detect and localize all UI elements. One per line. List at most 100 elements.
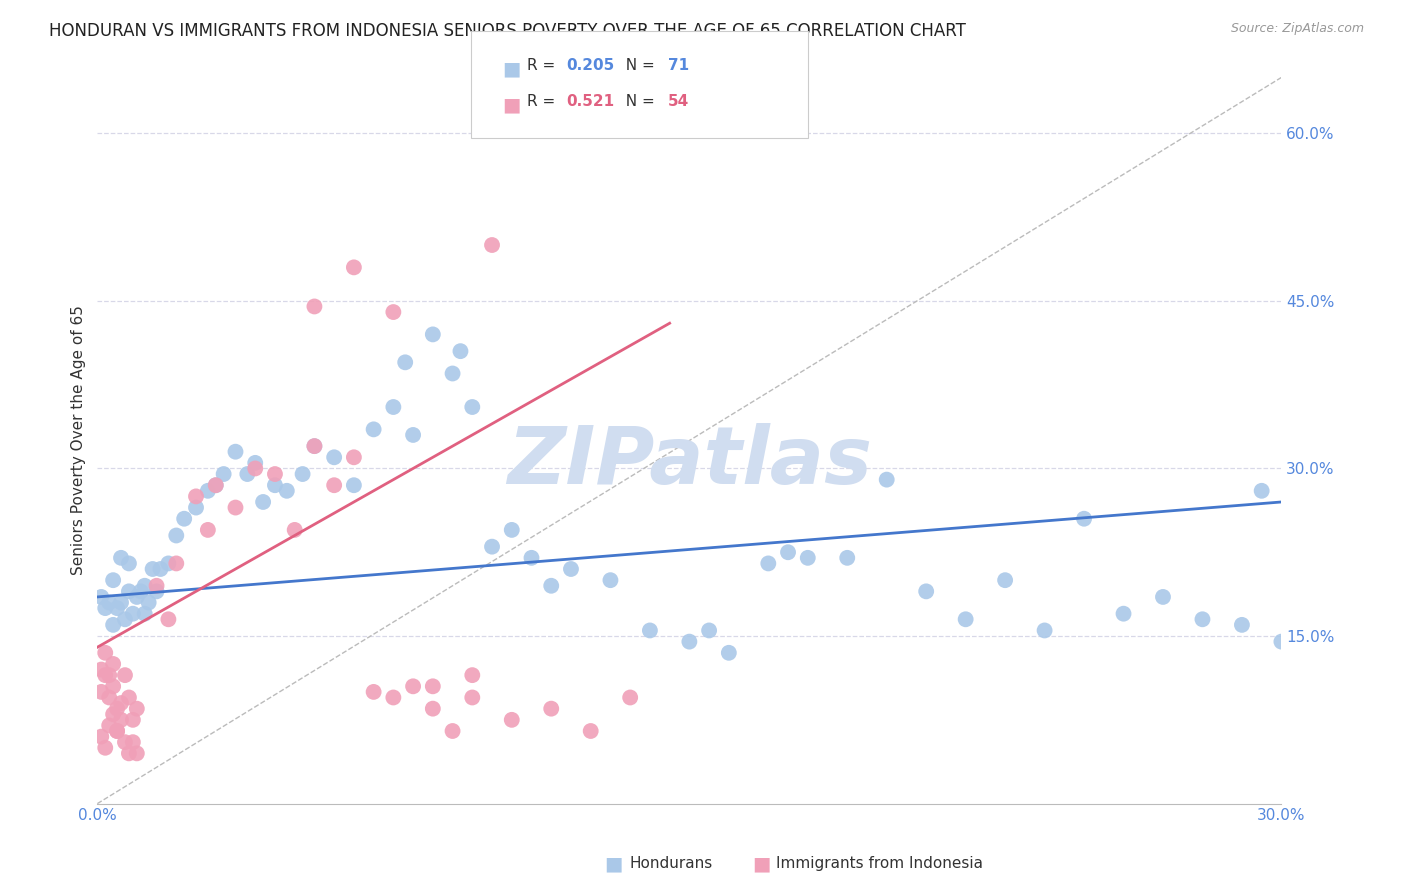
- Point: [284, 523, 307, 537]
- Point: [90, 663, 112, 677]
- Point: [441, 724, 464, 739]
- Point: [224, 444, 246, 458]
- Point: [110, 713, 132, 727]
- Point: [291, 467, 314, 481]
- Text: ■: ■: [605, 854, 623, 873]
- Point: [101, 573, 124, 587]
- Point: [184, 489, 207, 503]
- Text: N =: N =: [616, 94, 659, 109]
- Point: [90, 590, 112, 604]
- Point: [134, 607, 156, 621]
- Point: [343, 260, 366, 275]
- Point: [382, 305, 405, 319]
- Point: [343, 450, 366, 465]
- Point: [1073, 512, 1095, 526]
- Point: [678, 634, 700, 648]
- Point: [422, 327, 444, 342]
- Point: [837, 550, 859, 565]
- Point: [134, 579, 156, 593]
- Point: [90, 685, 112, 699]
- Point: [145, 584, 167, 599]
- Point: [90, 730, 112, 744]
- Point: [94, 740, 117, 755]
- Point: [138, 595, 160, 609]
- Point: [441, 367, 464, 381]
- Point: [110, 696, 132, 710]
- Point: [394, 355, 416, 369]
- Point: [114, 735, 136, 749]
- Text: Hondurans: Hondurans: [630, 856, 713, 871]
- Point: [304, 300, 326, 314]
- Point: [122, 607, 145, 621]
- Point: [105, 701, 128, 715]
- Point: [540, 701, 562, 715]
- Point: [118, 557, 141, 571]
- Point: [149, 562, 172, 576]
- Text: ■: ■: [502, 60, 520, 78]
- Point: [114, 668, 136, 682]
- Point: [94, 601, 117, 615]
- Point: [94, 668, 117, 682]
- Point: [994, 573, 1017, 587]
- Point: [638, 624, 661, 638]
- Point: [224, 500, 246, 515]
- Text: N =: N =: [616, 58, 659, 73]
- Point: [1033, 624, 1056, 638]
- Point: [122, 735, 145, 749]
- Point: [184, 500, 207, 515]
- Point: [98, 690, 121, 705]
- Point: [94, 646, 117, 660]
- Point: [461, 690, 484, 705]
- Point: [197, 483, 219, 498]
- Point: [101, 657, 124, 671]
- Text: ■: ■: [502, 95, 520, 114]
- Point: [481, 238, 503, 252]
- Point: [363, 685, 385, 699]
- Point: [461, 668, 484, 682]
- Point: [449, 344, 471, 359]
- Text: Source: ZipAtlas.com: Source: ZipAtlas.com: [1230, 22, 1364, 36]
- Text: R =: R =: [527, 94, 561, 109]
- Point: [252, 495, 274, 509]
- Text: Immigrants from Indonesia: Immigrants from Indonesia: [776, 856, 983, 871]
- Point: [876, 473, 898, 487]
- Point: [1152, 590, 1174, 604]
- Point: [363, 422, 385, 436]
- Point: [125, 590, 148, 604]
- Point: [599, 573, 621, 587]
- Point: [118, 690, 141, 705]
- Point: [122, 713, 145, 727]
- Point: [114, 612, 136, 626]
- Point: [204, 478, 226, 492]
- Point: [145, 579, 167, 593]
- Point: [212, 467, 235, 481]
- Point: [955, 612, 977, 626]
- Point: [1112, 607, 1135, 621]
- Point: [98, 595, 121, 609]
- Point: [717, 646, 740, 660]
- Point: [1191, 612, 1213, 626]
- Text: R =: R =: [527, 58, 561, 73]
- Point: [304, 439, 326, 453]
- Point: [560, 562, 582, 576]
- Point: [157, 557, 180, 571]
- Point: [422, 701, 444, 715]
- Point: [481, 540, 503, 554]
- Text: ■: ■: [752, 854, 770, 873]
- Point: [776, 545, 799, 559]
- Point: [101, 618, 124, 632]
- Point: [343, 478, 366, 492]
- Text: 0.205: 0.205: [567, 58, 614, 73]
- Point: [110, 595, 132, 609]
- Point: [204, 478, 226, 492]
- Text: HONDURAN VS IMMIGRANTS FROM INDONESIA SENIORS POVERTY OVER THE AGE OF 65 CORRELA: HONDURAN VS IMMIGRANTS FROM INDONESIA SE…: [49, 22, 966, 40]
- Point: [165, 528, 187, 542]
- Point: [98, 718, 121, 732]
- Point: [1230, 618, 1253, 632]
- Point: [173, 512, 195, 526]
- Point: [264, 467, 287, 481]
- Point: [129, 584, 152, 599]
- Point: [461, 400, 484, 414]
- Point: [157, 612, 180, 626]
- Point: [1250, 483, 1272, 498]
